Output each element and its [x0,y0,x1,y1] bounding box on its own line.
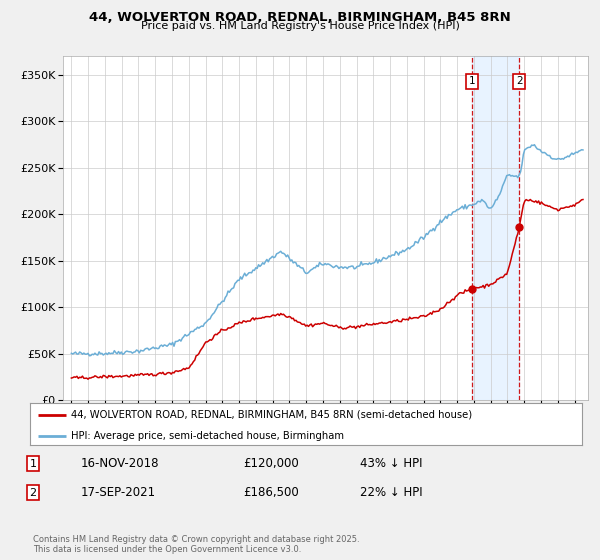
Text: 44, WOLVERTON ROAD, REDNAL, BIRMINGHAM, B45 8RN: 44, WOLVERTON ROAD, REDNAL, BIRMINGHAM, … [89,11,511,24]
Text: 1: 1 [469,76,475,86]
Text: 16-NOV-2018: 16-NOV-2018 [81,457,160,470]
Text: 44, WOLVERTON ROAD, REDNAL, BIRMINGHAM, B45 8RN (semi-detached house): 44, WOLVERTON ROAD, REDNAL, BIRMINGHAM, … [71,410,473,420]
Text: 2: 2 [29,488,37,498]
Text: Price paid vs. HM Land Registry's House Price Index (HPI): Price paid vs. HM Land Registry's House … [140,21,460,31]
Text: Contains HM Land Registry data © Crown copyright and database right 2025.
This d: Contains HM Land Registry data © Crown c… [33,535,359,554]
Text: 22% ↓ HPI: 22% ↓ HPI [360,486,422,500]
Text: 17-SEP-2021: 17-SEP-2021 [81,486,156,500]
Text: £186,500: £186,500 [243,486,299,500]
Bar [472,56,520,400]
Text: 1: 1 [29,459,37,469]
Text: HPI: Average price, semi-detached house, Birmingham: HPI: Average price, semi-detached house,… [71,431,344,441]
Text: 2: 2 [516,76,523,86]
Text: £120,000: £120,000 [243,457,299,470]
Text: 43% ↓ HPI: 43% ↓ HPI [360,457,422,470]
